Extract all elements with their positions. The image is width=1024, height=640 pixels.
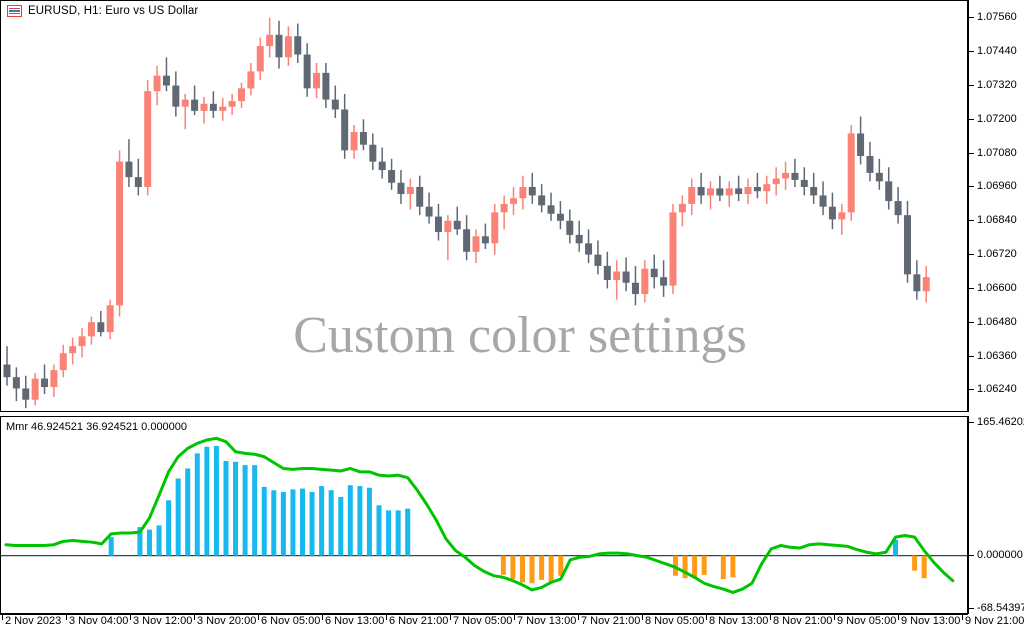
- time-axis-label: 3 Nov 04:00: [66, 615, 128, 627]
- chart-header: EURUSD, H1: Euro vs US Dollar: [7, 5, 198, 17]
- time-axis-label: 9 Nov 05:00: [834, 615, 896, 627]
- chart-title: EURUSD, H1: Euro vs US Dollar: [28, 5, 199, 17]
- time-axis[interactable]: 2 Nov 2023 3 Nov 04:00 3 Nov 12:00 3 Nov 20…: [0, 614, 1024, 640]
- time-axis-label: 6 Nov 13:00: [322, 615, 384, 627]
- price-axis[interactable]: 1.07560 1.07440 1.07320 1.07200 1.07080 1.069…: [968, 0, 1024, 412]
- time-axis-label: 3 Nov 20:00: [194, 615, 256, 627]
- time-axis-label: 8 Nov 13:00: [706, 615, 768, 627]
- indicator-plot-area[interactable]: [1, 417, 967, 613]
- time-axis-label: 6 Nov 05:00: [258, 615, 320, 627]
- time-axis-label: 9 Nov 21:00: [962, 615, 1024, 627]
- time-axis-label: 8 Nov 05:00: [642, 615, 704, 627]
- indicator-axis[interactable]: 165.4620230.000000-68.543974: [968, 416, 1024, 614]
- time-axis-label: 2 Nov 2023: [2, 615, 61, 627]
- mmr-series: [1, 436, 967, 594]
- time-axis-label: 7 Nov 13:00: [514, 615, 576, 627]
- price-plot-area[interactable]: [1, 1, 967, 411]
- indicator-panel[interactable]: [0, 416, 968, 614]
- time-axis-label: 6 Nov 21:00: [386, 615, 448, 627]
- time-axis-label: 3 Nov 12:00: [130, 615, 192, 627]
- candlestick-series: [3, 17, 930, 409]
- price-chart-panel[interactable]: [0, 0, 968, 412]
- time-axis-label: 9 Nov 13:00: [898, 615, 960, 627]
- time-axis-label: 8 Nov 21:00: [770, 615, 832, 627]
- indicator-title: Mmr 46.924521 36.924521 0.000000: [6, 421, 188, 433]
- time-axis-label: 7 Nov 05:00: [450, 615, 512, 627]
- chart-symbol-icon: [7, 5, 22, 17]
- time-axis-label: 7 Nov 21:00: [578, 615, 640, 627]
